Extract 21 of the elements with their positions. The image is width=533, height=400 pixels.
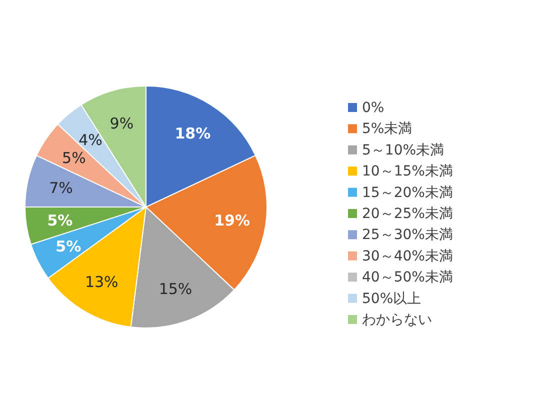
legend-label: 5%未満 (362, 121, 412, 138)
data-label: 19% (214, 212, 250, 230)
data-label: 5% (62, 149, 86, 168)
legend-label: 5～10%未満 (362, 142, 444, 158)
data-label: 5% (47, 212, 73, 230)
legend-label: 15～20%未満 (362, 184, 453, 201)
data-label: 18% (174, 124, 211, 142)
data-label: 9% (110, 114, 134, 132)
legend-label: 10～15%未満 (362, 164, 453, 180)
legend-label: わからない (362, 312, 432, 328)
legend-label: 50%以上 (362, 290, 422, 307)
legend-label: 20～25%未満 (362, 206, 453, 222)
data-label: 15% (158, 280, 192, 298)
legend-label: 30～40%未満 (362, 248, 453, 264)
data-label: 4% (78, 130, 102, 149)
data-label: 13% (84, 272, 118, 291)
legend-label: 0% (362, 100, 384, 116)
data-label: 7% (49, 178, 73, 197)
legend-label: 40～50%未満 (362, 270, 453, 286)
data-label: 5% (56, 238, 82, 256)
legend-label: 25～30%未満 (362, 227, 453, 244)
